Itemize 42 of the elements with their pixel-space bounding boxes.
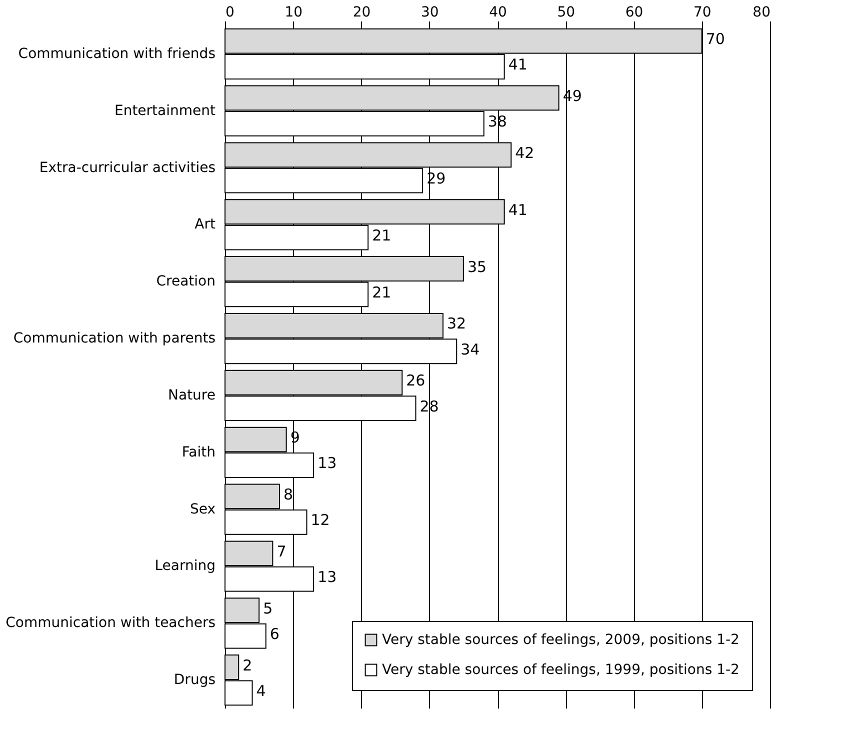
y-tick-label: Art <box>194 216 216 233</box>
x-tick-label: 20 <box>352 4 371 20</box>
data-label: 70 <box>706 30 725 48</box>
y-tick-label: Communication with teachers <box>6 615 216 632</box>
y-tick-label: Communication with parents <box>13 330 216 347</box>
data-label: 12 <box>310 511 330 530</box>
y-tick-label: Entertainment <box>114 102 216 119</box>
y-tick-label: Faith <box>182 444 216 460</box>
x-tick-label: 70 <box>693 4 712 20</box>
x-tick-label: 40 <box>489 4 507 20</box>
y-tick-label: Communication with friends <box>18 46 216 62</box>
data-label: 32 <box>447 314 466 333</box>
y-tick-label: Sex <box>190 501 216 518</box>
data-label: 42 <box>515 144 534 162</box>
legend-label: Very stable sources of feelings, 2009, positions 1-2 <box>382 632 740 648</box>
data-label: 7 <box>276 542 286 560</box>
data-label: 13 <box>318 568 337 586</box>
legend-label: Very stable sources of feelings, 1999, positions 1-2 <box>382 662 740 678</box>
y-tick-label: Creation <box>156 274 216 290</box>
x-tick-label: 60 <box>625 4 644 20</box>
x-tick-label: 80 <box>752 4 770 20</box>
data-label: 41 <box>508 56 528 74</box>
data-label: 41 <box>508 200 528 219</box>
data-label: 21 <box>372 226 392 245</box>
data-label: 8 <box>284 485 294 504</box>
data-label: 35 <box>467 258 487 276</box>
x-tick-label: 0 <box>226 4 234 20</box>
data-label: 6 <box>270 625 280 644</box>
y-tick-label: Learning <box>154 558 216 574</box>
data-label: 4 <box>256 682 266 700</box>
data-label: 2 <box>242 656 252 674</box>
y-tick-label: Extra-curricular activities <box>39 160 216 176</box>
data-label: 34 <box>460 340 480 358</box>
data-label: 5 <box>263 599 273 618</box>
x-tick-label: 50 <box>557 4 576 20</box>
data-label: 13 <box>318 454 337 472</box>
y-tick-label: Nature <box>168 387 216 404</box>
y-tick-label: Drugs <box>174 672 216 688</box>
data-label: 21 <box>372 283 392 302</box>
data-label: 26 <box>406 372 426 390</box>
x-tick-label: 10 <box>284 4 303 20</box>
x-tick-label: 30 <box>420 4 439 20</box>
